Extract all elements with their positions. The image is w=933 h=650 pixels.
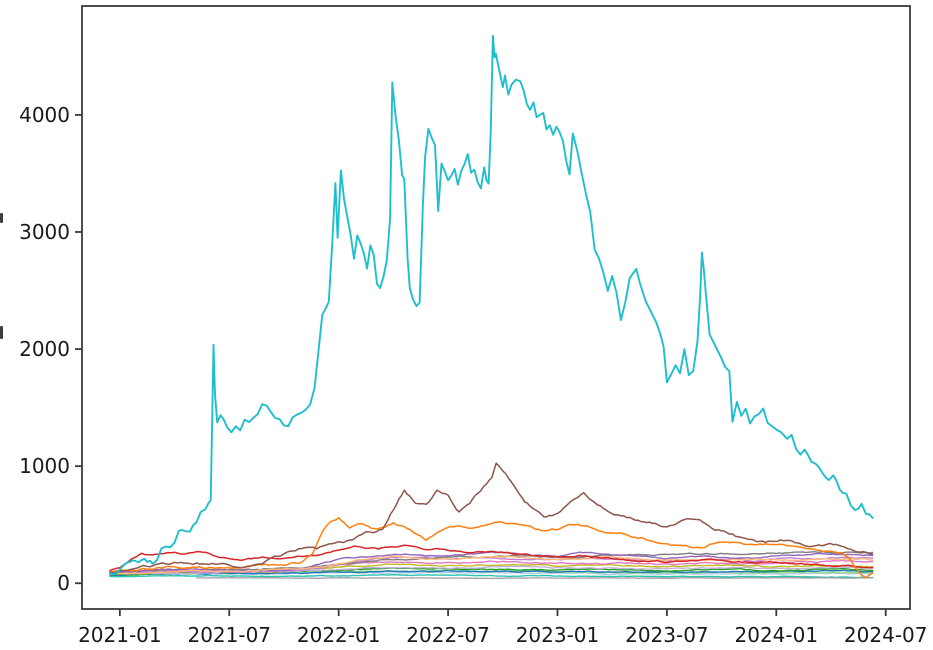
x-tick-label: 2021-01 xyxy=(78,623,162,647)
y-tick-label: 1000 xyxy=(19,454,70,478)
series-lines xyxy=(109,34,874,580)
series-line-cyan xyxy=(109,34,874,575)
series-line-teal xyxy=(109,574,874,579)
x-axis-ticks: 2021-01 2021-07 2022-01 2022-07 2023-01 2023-… xyxy=(78,609,928,647)
x-tick-label: 2021-07 xyxy=(187,623,271,647)
x-tick-label: 2022-07 xyxy=(406,623,490,647)
series-line-lightblue xyxy=(109,571,874,577)
y-axis-ticks: 0 1000 2000 3000 4000 xyxy=(19,103,82,595)
series-line-lightorange xyxy=(109,555,874,575)
plot-border xyxy=(81,5,911,610)
y-tick-label: 0 xyxy=(57,571,70,595)
y-tick-label: 4000 xyxy=(19,103,70,127)
x-tick-label: 2024-07 xyxy=(844,623,928,647)
y-axis-label-fragment xyxy=(0,326,3,339)
series-line-brown xyxy=(109,462,874,574)
x-tick-label: 2022-01 xyxy=(297,623,381,647)
series-line-violet xyxy=(109,556,874,575)
y-tick-label: 2000 xyxy=(19,337,70,361)
y-tick-label: 3000 xyxy=(19,220,70,244)
y-axis-label-fragment xyxy=(0,213,3,223)
series-line-red xyxy=(109,544,874,572)
series-line-grayflat xyxy=(195,577,874,580)
x-tick-label: 2023-01 xyxy=(516,623,600,647)
x-tick-label: 2024-01 xyxy=(735,623,819,647)
x-tick-label: 2023-07 xyxy=(625,623,709,647)
